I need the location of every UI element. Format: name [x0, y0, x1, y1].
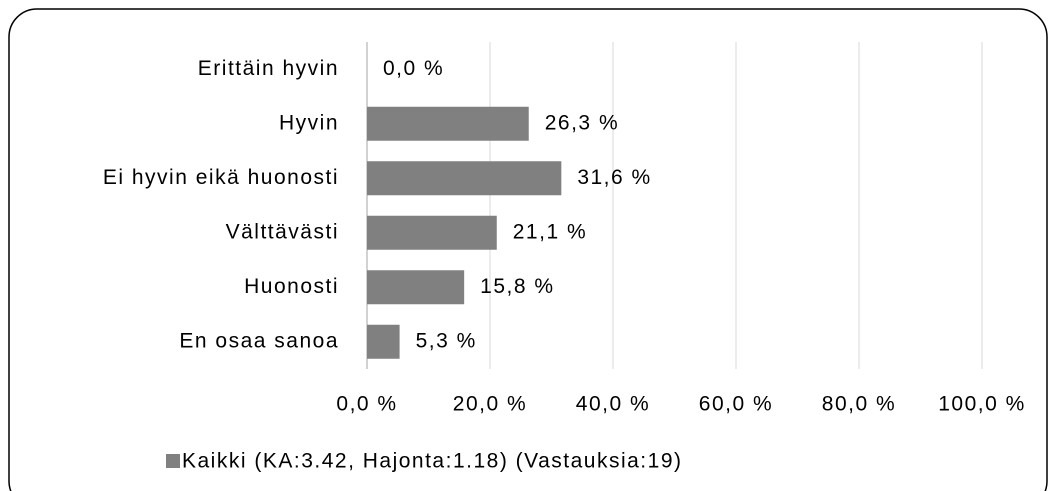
y-tick-label: Ei hyvin eikä huonosti [103, 166, 339, 189]
data-label: 26,3 % [545, 111, 619, 134]
data-label: 5,3 % [416, 329, 477, 352]
x-tick-label: 100,0 % [938, 393, 1026, 416]
x-tick-label: 20,0 % [453, 393, 527, 416]
chart-border [8, 8, 1048, 491]
y-tick-label: En osaa sanoa [179, 329, 339, 352]
x-tick-label: 40,0 % [576, 393, 650, 416]
y-tick-label: Erittäin hyvin [198, 57, 339, 80]
y-tick-label: Hyvin [279, 111, 339, 134]
legend-swatch [166, 454, 180, 468]
x-tick-label: 60,0 % [699, 393, 773, 416]
bar [367, 161, 562, 196]
bar [367, 270, 465, 305]
y-tick-label: Huonosti [244, 275, 339, 298]
y-tick-label: Välttävästi [226, 220, 339, 243]
data-label: 15,8 % [480, 275, 554, 298]
data-label: 31,6 % [577, 166, 651, 189]
x-tick-label: 0,0 % [336, 393, 397, 416]
x-tick-label: 80,0 % [822, 393, 896, 416]
data-label: 21,1 % [513, 220, 587, 243]
bar [367, 106, 529, 141]
bar [367, 215, 497, 250]
data-label: 0,0 % [383, 57, 444, 80]
bar [367, 324, 400, 359]
legend-label: Kaikki (KA:3.42, Hajonta:1.18) (Vastauks… [182, 450, 683, 473]
